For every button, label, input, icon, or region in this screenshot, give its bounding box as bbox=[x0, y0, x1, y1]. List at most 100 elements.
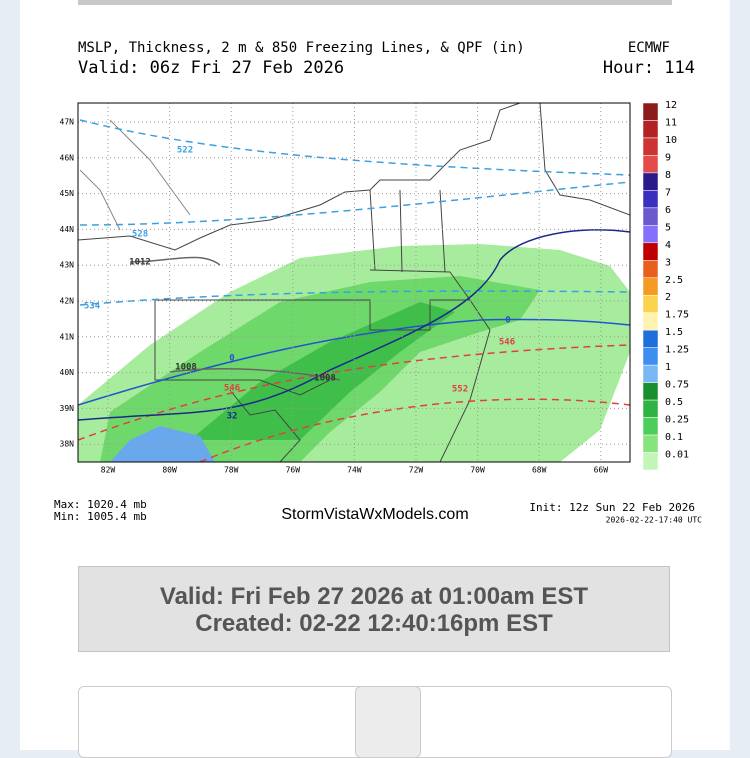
colorbar-label: 6 bbox=[665, 205, 671, 216]
colorbar-swatch bbox=[642, 207, 659, 226]
colorbar-swatch bbox=[642, 417, 659, 436]
slider-handle[interactable] bbox=[355, 686, 421, 758]
colorbar-swatch bbox=[642, 242, 659, 261]
model-name: ECMWF bbox=[628, 40, 670, 56]
colorbar: 12 11 10 9 8 7 6 5 4 3 2.5 2 1.75 1.5 1.25 1 0.75 0.5 0.25… bbox=[642, 100, 689, 471]
colorbar-swatch bbox=[642, 137, 659, 156]
colorbar-swatch bbox=[642, 312, 659, 331]
contour-label: 552 bbox=[452, 385, 468, 395]
contour-label: 1008 bbox=[314, 374, 336, 384]
border-line bbox=[229, 389, 301, 462]
lon-label: 76W bbox=[286, 466, 301, 475]
site-name: StormVistaWxModels.com bbox=[281, 506, 468, 523]
top-bar bbox=[78, 0, 672, 5]
contour-label: 522 bbox=[177, 146, 193, 156]
lat-axis: 47N 46N 45N 44N 43N 42N 41N 40N 39N 38N bbox=[60, 118, 75, 449]
contour-label: 0 bbox=[505, 316, 510, 326]
colorbar-label: 10 bbox=[665, 135, 677, 146]
colorbar-swatch bbox=[642, 399, 659, 418]
border-line bbox=[78, 103, 521, 251]
colorbar-label: 1.75 bbox=[665, 310, 689, 321]
weather-map: MSLP, Thickness, 2 m & 850 Freezing Line… bbox=[54, 40, 702, 525]
lon-label: 82W bbox=[101, 466, 116, 475]
contour-label: 1012 bbox=[129, 258, 151, 268]
lat-label: 41N bbox=[60, 332, 75, 341]
valid-label: Valid: Fri Feb 27 2026 at 01:00am EST bbox=[159, 583, 589, 610]
colorbar-swatch bbox=[642, 434, 659, 453]
colorbar-swatch bbox=[642, 225, 659, 244]
colorbar-label: 1.25 bbox=[665, 345, 689, 356]
lon-label: 68W bbox=[532, 466, 547, 475]
lon-label: 74W bbox=[347, 466, 362, 475]
thickness-line bbox=[79, 290, 630, 306]
freezing-line bbox=[78, 229, 630, 421]
graticule bbox=[78, 103, 630, 462]
colorbar-swatch bbox=[642, 329, 659, 348]
colorbar-swatch bbox=[642, 452, 659, 471]
contour-label: 0 bbox=[229, 354, 234, 364]
slider[interactable] bbox=[78, 686, 672, 758]
lon-label: 70W bbox=[470, 466, 485, 475]
colorbar-swatch bbox=[642, 364, 659, 383]
lat-label: 44N bbox=[60, 225, 75, 234]
max-pressure: Max: 1020.4 mb bbox=[54, 498, 147, 511]
min-pressure: Min: 1005.4 mb bbox=[54, 510, 147, 523]
colorbar-swatch bbox=[642, 277, 659, 296]
contour-label: 1008 bbox=[175, 363, 197, 373]
map-area: 522 528 1012 0 1008 1008 546 32 546 552 0 534 bbox=[78, 103, 630, 462]
lat-label: 46N bbox=[60, 153, 75, 162]
colorbar-label: 5 bbox=[665, 222, 671, 233]
thickness-line bbox=[79, 119, 630, 176]
contour-label: 534 bbox=[84, 302, 101, 312]
colorbar-swatch bbox=[642, 294, 659, 313]
contours bbox=[78, 119, 630, 462]
thickness-line bbox=[79, 181, 630, 226]
colorbar-label: 12 bbox=[665, 100, 677, 111]
map-title: MSLP, Thickness, 2 m & 850 Freezing Line… bbox=[78, 40, 525, 56]
border-line bbox=[154, 300, 331, 396]
lat-label: 39N bbox=[60, 404, 75, 413]
colorbar-swatch bbox=[642, 382, 659, 401]
colorbar-label: 4 bbox=[665, 240, 671, 251]
border-line bbox=[79, 119, 191, 231]
thickness-line bbox=[199, 398, 630, 462]
colorbar-label: 1.5 bbox=[665, 327, 683, 338]
contour-label: 528 bbox=[132, 230, 148, 240]
qpf-heavy bbox=[190, 302, 455, 440]
borders bbox=[78, 103, 630, 462]
contour-label: 546 bbox=[224, 384, 240, 394]
contour-label: 546 bbox=[499, 338, 515, 348]
lat-label: 47N bbox=[60, 118, 75, 127]
colorbar-label: 0.5 bbox=[665, 397, 683, 408]
colorbar-swatch bbox=[642, 172, 659, 191]
map-frame bbox=[77, 102, 631, 463]
forecast-hour: Hour: 114 bbox=[603, 58, 695, 78]
lat-label: 38N bbox=[60, 440, 75, 449]
border-line bbox=[155, 299, 470, 331]
border-line bbox=[369, 269, 491, 462]
colorbar-swatch bbox=[642, 260, 659, 279]
colorbar-label: 9 bbox=[665, 152, 671, 163]
colorbar-label: 1 bbox=[665, 362, 671, 373]
lon-label: 72W bbox=[409, 466, 424, 475]
border-line bbox=[539, 103, 630, 216]
colorbar-swatch bbox=[642, 190, 659, 209]
lat-label: 42N bbox=[60, 297, 75, 306]
border-line bbox=[369, 189, 446, 273]
colorbar-label: 0.01 bbox=[665, 450, 689, 461]
colorbar-label: 2.5 bbox=[665, 275, 683, 286]
isobar bbox=[129, 256, 341, 381]
lon-label: 80W bbox=[162, 466, 177, 475]
colorbar-label: 7 bbox=[665, 187, 671, 198]
lon-axis: 82W 80W 78W 76W 74W 72W 70W 68W 66W bbox=[101, 466, 608, 475]
lat-label: 43N bbox=[60, 261, 75, 270]
colorbar-label: 8 bbox=[665, 170, 671, 181]
contour-labels: 522 528 1012 0 1008 1008 546 32 546 552 0 534 bbox=[84, 146, 515, 422]
colorbar-label: 0.25 bbox=[665, 415, 689, 426]
colorbar-label: 0.75 bbox=[665, 380, 689, 391]
colorbar-label: 3 bbox=[665, 257, 671, 268]
colorbar-swatch bbox=[642, 155, 659, 174]
colorbar-label: 0.1 bbox=[665, 432, 683, 443]
colorbar-swatch bbox=[642, 347, 659, 366]
